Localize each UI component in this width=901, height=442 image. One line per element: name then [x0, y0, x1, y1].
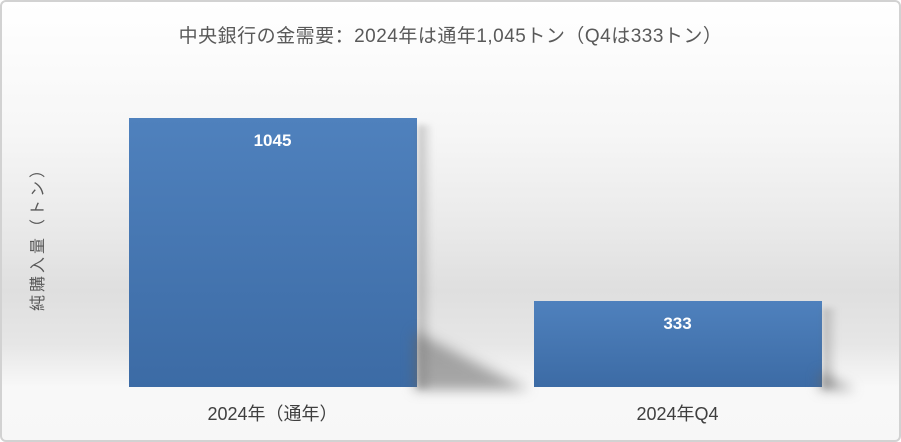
x-axis: 2024年（通年） 2024年Q4: [70, 400, 880, 426]
bar-2024-full-year: 1045: [128, 118, 530, 390]
x-label-2024-q4: 2024年Q4: [636, 404, 719, 424]
bar-2024-q4: 333: [533, 301, 856, 390]
bar-value-label: 1045: [253, 131, 292, 151]
bar-value-label: 333: [663, 314, 692, 334]
y-axis-title: 純購入量（トン）: [30, 158, 47, 312]
plot-area: 1045 333: [70, 104, 880, 390]
bar-floor-shadow: [413, 330, 530, 390]
bar-group-2024-q4: 333: [475, 104, 880, 390]
bar-floor-shadow: [818, 371, 856, 390]
chart-title: 中央銀行の金需要：2024年は通年1,045トン（Q4は333トン）: [178, 26, 723, 47]
x-label-2024-full-year: 2024年（通年）: [207, 404, 338, 424]
bar-group-2024-full-year: 1045: [70, 104, 530, 390]
bar-side-shadow: [417, 125, 433, 389]
bar-side-shadow: [822, 308, 838, 389]
